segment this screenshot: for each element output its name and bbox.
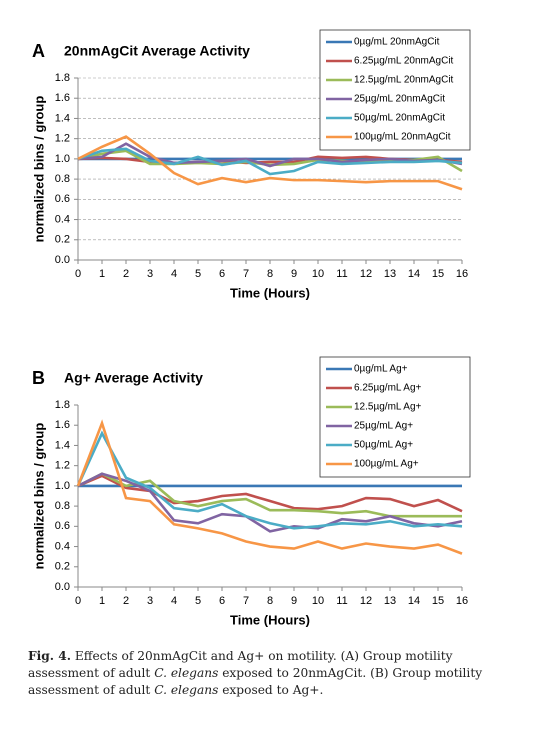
x-tick-label: 7 [243, 595, 249, 607]
x-tick-label: 5 [195, 268, 201, 280]
y-tick-label: 0.8 [55, 173, 70, 185]
legend-label: 12.5µg/mL 20nmAgCit [354, 75, 454, 86]
x-tick-label: 4 [171, 595, 177, 607]
x-tick-label: 14 [408, 268, 420, 280]
y-tick-label: 1.6 [55, 419, 70, 431]
series-line [77, 472, 463, 533]
y-tick-label: 1.2 [55, 460, 70, 472]
chart-title: Ag+ Average Activity [64, 370, 203, 386]
x-tick-label: 16 [456, 268, 468, 280]
y-tick-label: 0.0 [55, 254, 70, 266]
charts: A 20nmAgCit Average Activity 0.0 0.2 0.4 0.6 0… [31, 29, 471, 627]
y-tick-label: 0.6 [55, 520, 70, 532]
x-tick-label: 15 [432, 268, 444, 280]
x-tick-label: 14 [408, 595, 420, 607]
x-tick-label: 11 [336, 268, 347, 280]
x-axis-label: Time (Hours) [230, 612, 310, 627]
x-tick-label: 12 [360, 268, 372, 280]
series-line [77, 147, 463, 176]
legend-label: 25µg/mL 20nmAgCit [354, 94, 445, 105]
series-line [77, 472, 462, 518]
x-tick-label: 2 [123, 595, 129, 607]
y-tick-label: 1.0 [55, 480, 70, 492]
caption-text: exposed to Ag+. [218, 683, 324, 697]
x-tick-label: 16 [456, 595, 468, 607]
x-tick-label: 3 [147, 268, 153, 280]
legend-box [319, 356, 471, 478]
x-tick-label: 4 [171, 268, 177, 280]
panel-label: A [32, 41, 45, 61]
x-tick-label: 1 [99, 268, 105, 280]
series-line [76, 419, 463, 555]
y-tick-label: 1.0 [55, 153, 70, 165]
caption-species: C. elegans [154, 683, 219, 697]
legend-label: 25µg/mL Ag+ [354, 421, 413, 432]
x-tick-label: 8 [267, 595, 273, 607]
series-line [77, 142, 463, 168]
y-tick-label: 1.4 [55, 439, 70, 451]
x-tick-label: 9 [291, 268, 297, 280]
caption: Fig. 4. Effects of 20nmAgCit and Ag+ on … [28, 648, 488, 699]
y-tick-label: 1.8 [55, 72, 70, 84]
legend-box [319, 29, 471, 151]
y-tick-label: 0.0 [55, 581, 70, 593]
caption-species: C. elegans [154, 666, 219, 680]
chart-title: 20nmAgCit Average Activity [64, 43, 250, 59]
x-tick-label: 0 [75, 595, 81, 607]
legend-label: 50µg/mL Ag+ [354, 440, 413, 451]
legend-label: 12.5µg/mL Ag+ [354, 402, 422, 413]
y-tick-label: 0.4 [55, 213, 70, 225]
legend-label: 100µg/mL 20nmAgCit [354, 132, 451, 143]
y-tick-label: 1.8 [55, 399, 70, 411]
x-tick-label: 6 [219, 268, 225, 280]
x-tick-label: 13 [384, 268, 396, 280]
caption-text: Effects of 20nmAgCit and Ag+ on motility… [28, 649, 453, 680]
y-tick-label: 0.8 [55, 500, 70, 512]
x-tick-label: 6 [219, 595, 225, 607]
x-tick-label: 5 [195, 595, 201, 607]
x-tick-label: 2 [123, 268, 129, 280]
y-tick-label: 0.4 [55, 540, 70, 552]
x-tick-label: 15 [432, 595, 444, 607]
y-tick-label: 0.2 [55, 234, 70, 246]
series-line [76, 430, 463, 530]
y-tick-label: 0.6 [55, 193, 70, 205]
legend-label: 6.25µg/mL Ag+ [354, 383, 422, 394]
x-tick-label: 10 [312, 595, 324, 607]
x-tick-label: 13 [384, 595, 396, 607]
legend-label: 0µg/mL 20nmAgCit [354, 37, 440, 48]
series-line [77, 474, 463, 513]
legend-label: 100µg/mL Ag+ [354, 459, 419, 470]
x-tick-label: 11 [336, 595, 347, 607]
y-axis-label: normalized bins / group [31, 423, 46, 570]
panel-label: B [32, 368, 45, 388]
series-line [77, 135, 463, 191]
legend-label: 6.25µg/mL 20nmAgCit [354, 56, 454, 67]
caption-text: exposed to 20nmAgCit. (B) Group motility… [28, 666, 483, 697]
caption-label: Fig. 4. [28, 649, 72, 663]
y-tick-label: 0.2 [55, 561, 70, 573]
x-tick-label: 8 [267, 268, 273, 280]
legend-label: 50µg/mL 20nmAgCit [354, 113, 445, 124]
x-tick-label: 1 [99, 595, 105, 607]
x-tick-label: 10 [312, 268, 324, 280]
y-axis-label: normalized bins / group [31, 96, 46, 243]
y-tick-label: 1.4 [55, 112, 70, 124]
legend-label: 0µg/mL Ag+ [354, 364, 408, 375]
x-axis-label: Time (Hours) [230, 285, 310, 300]
x-tick-label: 12 [360, 595, 372, 607]
x-tick-label: 0 [75, 268, 81, 280]
x-tick-label: 9 [291, 595, 297, 607]
y-tick-label: 1.2 [55, 133, 70, 145]
y-tick-label: 1.6 [55, 92, 70, 104]
x-tick-label: 3 [147, 595, 153, 607]
x-tick-label: 7 [243, 268, 249, 280]
